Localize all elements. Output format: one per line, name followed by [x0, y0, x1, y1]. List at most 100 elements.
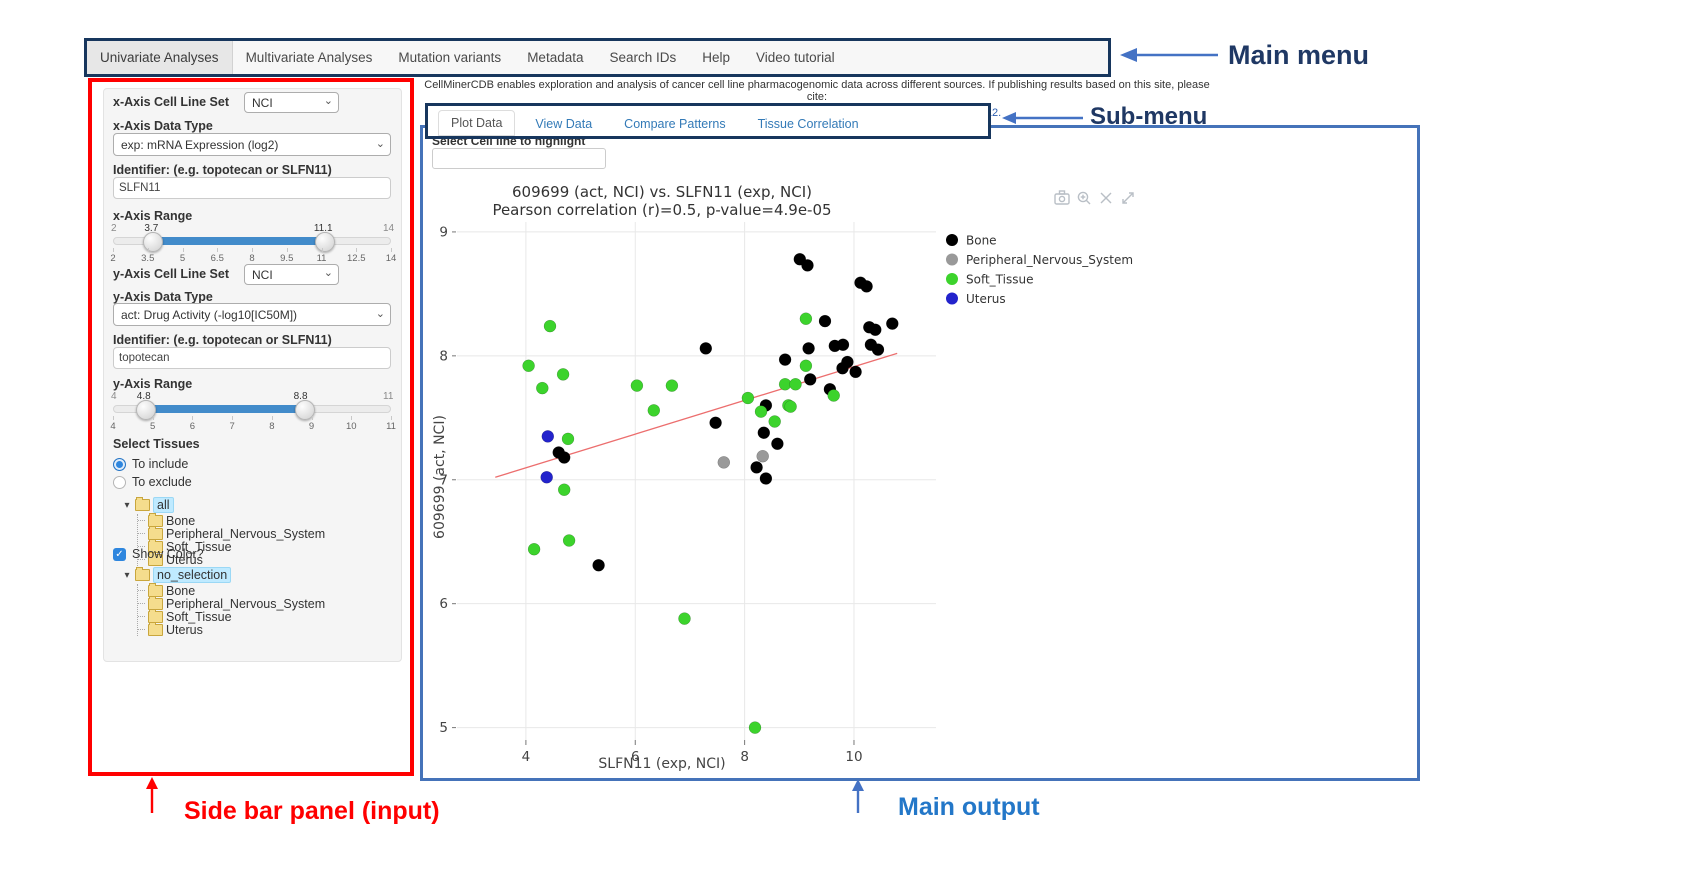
data-point-bone[interactable] [592, 559, 605, 572]
tree-item-bone[interactable]: Bone [138, 512, 325, 528]
data-point-soft-tissue[interactable] [557, 483, 571, 496]
main-menu-item-video-tutorial[interactable]: Video tutorial [756, 50, 835, 65]
data-point-soft-tissue[interactable] [789, 378, 802, 391]
camera-icon[interactable] [1054, 190, 1070, 205]
data-point-soft-tissue[interactable] [556, 368, 570, 381]
data-point-bone[interactable] [886, 317, 899, 330]
zoom-in-icon[interactable] [1077, 191, 1091, 205]
x-axis-range-slider[interactable]: 2 14 3.7 11.1 2 3.5 5 6.5 8 9.5 11 12.5 14 [110, 223, 396, 269]
tree-item-bone[interactable]: Bone [138, 582, 325, 598]
data-point-bone[interactable] [871, 343, 885, 356]
data-point-bone[interactable] [849, 365, 862, 379]
radio-to-include[interactable]: To include [113, 455, 192, 473]
data-point-soft-tissue[interactable] [678, 612, 691, 625]
y-axis-data-type-select[interactable]: act: Drug Activity (-log10[IC50M]) ⌄ [113, 303, 391, 326]
slider-tick-label: 5 [179, 253, 186, 264]
data-point-soft-tissue[interactable] [536, 381, 549, 395]
tree-item-uterus[interactable]: Uterus [138, 621, 325, 637]
main-menu-item-help[interactable]: Help [702, 50, 731, 65]
data-point-soft-tissue[interactable] [665, 379, 679, 392]
data-point-soft-tissue[interactable] [799, 312, 813, 325]
tree-root-no-selection[interactable]: ▾ no_selection [122, 567, 325, 583]
data-point-soft-tissue[interactable] [799, 359, 813, 373]
data-point-bone[interactable] [750, 461, 763, 474]
data-point-bone[interactable] [802, 342, 815, 355]
data-point-soft-tissue[interactable] [562, 534, 576, 547]
main-menu-item-univariate-analyses[interactable]: Univariate Analyses [87, 41, 233, 74]
sub-menu-tab-tissue-correlation[interactable]: Tissue Correlation [757, 117, 859, 131]
data-point-bone[interactable] [869, 323, 882, 337]
legend-label-uterus[interactable]: Uterus [966, 292, 1006, 306]
data-point-bone[interactable] [699, 342, 713, 355]
expand-arrows-icon[interactable] [1122, 192, 1134, 204]
data-point-bone[interactable] [771, 437, 784, 451]
data-point-soft-tissue[interactable] [741, 391, 755, 405]
sub-menu-tab-plot-data[interactable]: Plot Data [438, 110, 516, 136]
data-point-bone[interactable] [841, 355, 854, 369]
data-point-bone[interactable] [757, 426, 771, 439]
close-icon[interactable] [1100, 192, 1112, 204]
legend-label-bone[interactable]: Bone [966, 234, 997, 248]
data-point-soft-tissue[interactable] [754, 405, 768, 418]
y-axis-range-slider[interactable]: 4 11 4.8 8.8 4 5 6 7 8 9 10 11 [110, 391, 396, 437]
data-point-soft-tissue[interactable] [784, 400, 797, 413]
slider-handle-to[interactable] [314, 232, 335, 252]
radio-to-exclude[interactable]: To exclude [113, 473, 192, 491]
data-point-soft-tissue[interactable] [561, 432, 575, 446]
data-point-bone[interactable] [801, 259, 814, 272]
slider-active-bar[interactable] [144, 405, 304, 413]
show-color-checkbox[interactable]: ✓ [113, 547, 126, 561]
x-axis-cell-line-set-select[interactable]: NCI ⌄ [244, 92, 339, 113]
x-axis-data-type-select[interactable]: exp: mRNA Expression (log2) ⌄ [113, 133, 391, 156]
radio-icon[interactable] [113, 475, 126, 489]
tree-toggle-icon[interactable]: ▾ [124, 569, 130, 581]
data-point-bone[interactable] [759, 472, 773, 485]
tree-item-soft-tissue[interactable]: Soft_Tissue [138, 608, 325, 624]
data-point-peripheral-nervous-system[interactable] [717, 456, 731, 469]
tree-toggle-icon[interactable]: ▾ [124, 499, 130, 511]
x-axis-identifier-input[interactable] [113, 177, 391, 199]
data-point-soft-tissue[interactable] [630, 379, 644, 392]
sub-menu-tab-compare-patterns[interactable]: Compare Patterns [624, 117, 726, 131]
main-menu-item-multivariate-analyses[interactable]: Multivariate Analyses [245, 50, 373, 65]
data-point-soft-tissue[interactable] [748, 721, 762, 734]
slider-handle-from[interactable] [143, 232, 164, 252]
data-point-bone[interactable] [709, 416, 722, 430]
data-point-bone[interactable] [557, 451, 571, 464]
legend-label-peripheral-nervous-system[interactable]: Peripheral_Nervous_System [966, 253, 1133, 267]
data-point-soft-tissue[interactable] [827, 389, 840, 402]
main-menu-item-mutation-variants[interactable]: Mutation variants [398, 50, 502, 65]
highlight-cell-line-input[interactable] [432, 148, 606, 169]
y-axis-identifier-input[interactable] [113, 347, 391, 369]
legend-marker-soft-tissue[interactable] [946, 273, 958, 285]
data-point-soft-tissue[interactable] [522, 359, 535, 373]
data-point-soft-tissue[interactable] [543, 319, 557, 333]
data-point-bone[interactable] [803, 373, 817, 386]
legend-marker-uterus[interactable] [946, 292, 958, 305]
slider-handle-from[interactable] [135, 400, 156, 420]
legend-label-soft-tissue[interactable]: Soft_Tissue [966, 273, 1033, 287]
slider-active-bar[interactable] [152, 237, 324, 245]
main-menu-item-search-ids[interactable]: Search IDs [609, 50, 677, 65]
data-point-bone[interactable] [778, 353, 792, 366]
radio-selected-icon[interactable] [113, 457, 126, 471]
legend-marker-bone[interactable] [946, 234, 958, 246]
data-point-bone[interactable] [860, 280, 873, 293]
data-point-bone[interactable] [836, 338, 850, 351]
tree-item-peripheral-nervous-system[interactable]: Peripheral_Nervous_System [138, 595, 325, 611]
tree-item-peripheral-nervous-system[interactable]: Peripheral_Nervous_System [138, 525, 325, 541]
slider-handle-to[interactable] [294, 400, 315, 420]
data-point-soft-tissue[interactable] [647, 404, 661, 417]
data-point-soft-tissue[interactable] [527, 542, 541, 556]
legend-marker-peripheral-nervous-system[interactable] [946, 253, 958, 266]
tree-item-uterus[interactable]: Uterus [138, 551, 325, 567]
data-point-uterus[interactable] [541, 430, 555, 443]
main-menu-item-metadata[interactable]: Metadata [527, 50, 584, 65]
data-point-uterus[interactable] [540, 471, 553, 484]
sub-menu-tab-view-data[interactable]: View Data [535, 117, 593, 131]
data-point-soft-tissue[interactable] [768, 415, 781, 428]
y-axis-cell-line-set-select[interactable]: NCI ⌄ [244, 264, 339, 285]
data-point-peripheral-nervous-system[interactable] [756, 449, 769, 463]
tree-root-all[interactable]: ▾ all [122, 497, 325, 513]
data-point-bone[interactable] [818, 314, 832, 328]
